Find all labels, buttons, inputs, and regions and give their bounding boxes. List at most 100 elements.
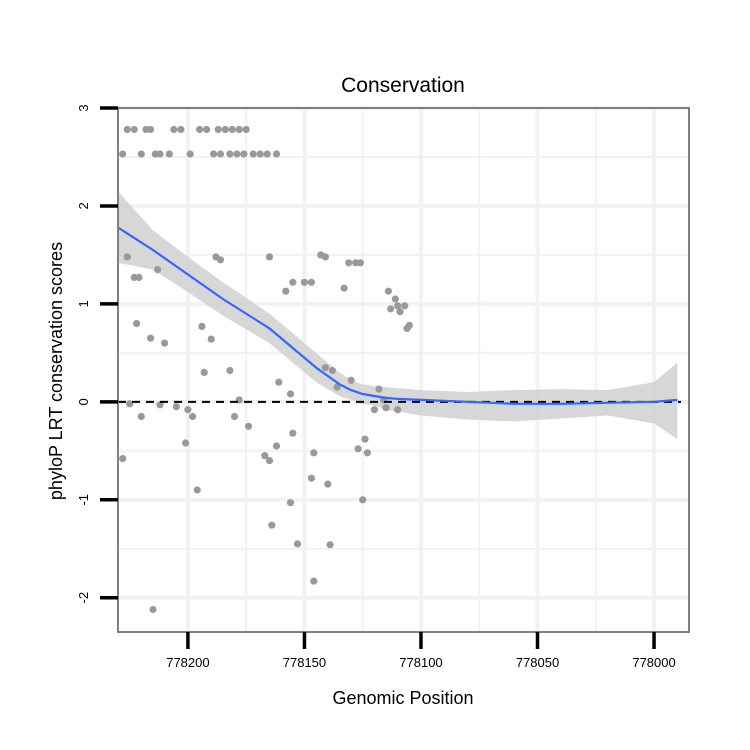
data-point: [333, 383, 341, 391]
data-point: [326, 541, 334, 549]
data-point: [286, 390, 295, 398]
data-point: [214, 125, 222, 134]
x-axis: 778200 778150 778100 778050 778000: [166, 632, 676, 670]
data-point: [359, 496, 367, 504]
data-point: [405, 321, 413, 329]
data-point: [324, 480, 332, 488]
data-point: [177, 125, 185, 134]
x-tick-label: 778050: [516, 655, 559, 670]
data-point: [363, 449, 371, 457]
data-point: [307, 278, 315, 286]
confidence-band-layer: [118, 191, 678, 440]
data-point: [216, 256, 225, 264]
data-point: [293, 540, 302, 548]
data-point: [282, 287, 290, 295]
data-point: [119, 455, 127, 463]
data-point: [200, 368, 208, 376]
data-point: [375, 385, 383, 393]
data-point: [265, 253, 274, 261]
y-tick-label: 3: [76, 104, 91, 111]
data-point: [137, 150, 145, 158]
data-point: [275, 378, 283, 386]
smooth-line-layer: [117, 226, 678, 405]
data-point: [347, 376, 355, 384]
data-point: [137, 412, 145, 421]
data-point: [119, 150, 127, 158]
data-point: [321, 253, 329, 261]
data-point: [193, 486, 201, 494]
data-point: [268, 521, 276, 529]
x-tick-label: 778150: [283, 655, 326, 670]
data-point: [272, 442, 281, 450]
data-point: [156, 150, 164, 158]
data-point: [289, 278, 297, 286]
data-point: [182, 439, 190, 447]
y-tick-label: -1: [76, 494, 91, 506]
data-point: [156, 401, 164, 409]
y-tick-label: -2: [76, 592, 91, 604]
data-point: [210, 150, 218, 158]
data-point: [226, 366, 234, 375]
data-point: [321, 364, 329, 372]
data-point: [203, 125, 211, 134]
data-point: [221, 125, 229, 134]
data-point: [123, 125, 131, 134]
data-point: [226, 150, 234, 158]
data-point: [396, 308, 404, 316]
y-tick-label: 2: [76, 202, 91, 209]
data-point: [133, 319, 141, 328]
y-axis: -2 -1 0 1 2 3: [76, 104, 118, 604]
x-tick-label: 778200: [166, 655, 209, 670]
data-point: [307, 474, 315, 482]
data-point: [310, 577, 318, 585]
data-point: [165, 150, 173, 158]
data-point: [394, 406, 402, 414]
data-point: [147, 334, 155, 342]
data-point: [196, 125, 204, 134]
data-point: [228, 125, 236, 134]
data-point: [361, 435, 369, 443]
data-point: [289, 429, 297, 437]
data-point: [170, 125, 178, 134]
data-point: [354, 445, 362, 453]
y-axis-label: phyloP LRT conservation scores: [46, 242, 66, 500]
plot-frame: [117, 107, 690, 633]
data-point: [272, 150, 281, 158]
data-point: [147, 125, 155, 134]
data-point: [207, 335, 215, 343]
y-tick-label: 0: [76, 398, 91, 405]
data-point: [161, 339, 169, 347]
data-point: [261, 452, 269, 460]
data-point: [233, 150, 241, 158]
data-point: [126, 400, 134, 408]
data-point: [244, 422, 253, 430]
data-point: [130, 125, 138, 134]
data-point: [401, 302, 409, 310]
x-tick-label: 778100: [399, 655, 442, 670]
data-point: [310, 449, 318, 457]
data-point: [384, 287, 392, 295]
data-point: [382, 404, 390, 412]
confidence-band: [118, 191, 678, 440]
smooth-line: [117, 226, 678, 405]
data-point: [186, 150, 194, 158]
x-axis-label: Genomic Position: [332, 688, 473, 708]
data-point: [242, 125, 250, 134]
data-point: [240, 150, 248, 158]
data-point: [235, 125, 243, 134]
data-point: [149, 605, 157, 614]
data-point: [123, 253, 131, 261]
data-point: [370, 406, 378, 414]
data-point: [345, 259, 353, 267]
data-point: [340, 284, 348, 292]
data-point: [154, 266, 162, 274]
y-tick-label: 1: [76, 300, 91, 307]
data-point: [300, 278, 308, 286]
data-point: [189, 412, 197, 421]
data-point: [135, 273, 143, 281]
data-point: [184, 406, 192, 414]
data-point: [394, 302, 402, 310]
data-point: [198, 322, 206, 330]
data-point: [172, 403, 180, 411]
